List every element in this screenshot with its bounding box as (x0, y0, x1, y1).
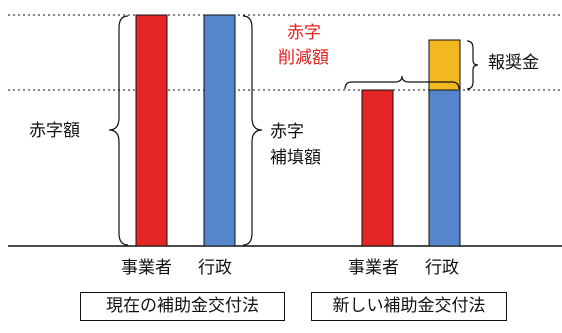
new-method-caption: 新しい補助金交付法 (311, 292, 507, 321)
current-method-caption: 現在の補助金交付法 (80, 292, 285, 321)
new-operator-bar (361, 89, 394, 247)
new-government-axis-label: 行政 (425, 258, 459, 278)
current-government-bar (203, 14, 236, 247)
deficit-compensation-label-line2: 補填額 (270, 148, 321, 168)
deficit-amount-brace (108, 15, 129, 246)
current-operator-axis-label: 事業者 (121, 258, 172, 278)
current-government-axis-label: 行政 (198, 258, 232, 278)
deficit-amount-label: 赤字額 (29, 121, 80, 141)
new-government-bar (428, 89, 461, 247)
current-operator-bar (135, 14, 168, 247)
reward-brace (466, 40, 479, 90)
deficit-reduction-brace (344, 75, 460, 90)
deficit-compensation-brace (242, 15, 263, 246)
deficit-compensation-label-line1: 赤字 (270, 122, 304, 142)
new-operator-axis-label: 事業者 (348, 258, 399, 278)
deficit-reduction-label-line1: 赤字 (287, 23, 321, 43)
deficit-reduction-label-line2: 削減額 (278, 48, 329, 68)
reward-label: 報奨金 (488, 53, 539, 73)
